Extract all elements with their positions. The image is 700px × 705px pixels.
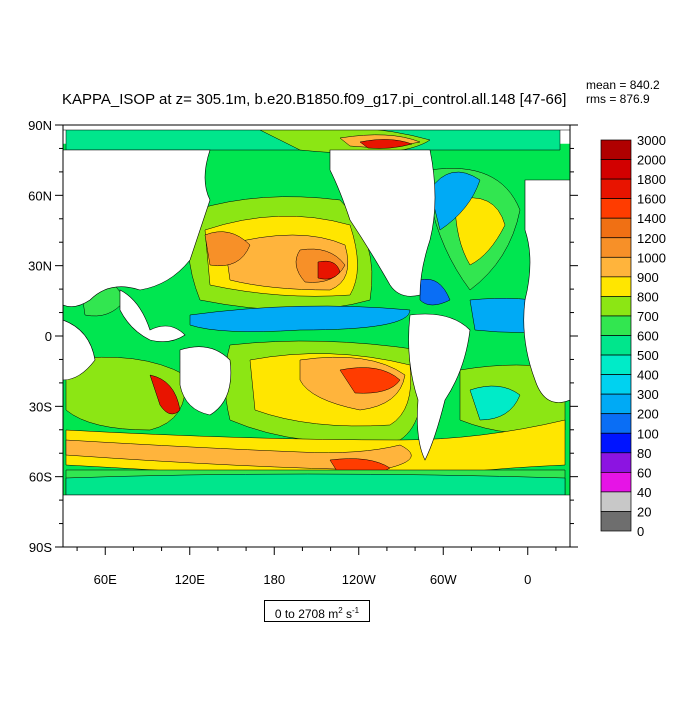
- colorbar-swatch: [600, 296, 632, 317]
- colorbar-label: 1800: [637, 172, 666, 187]
- ocean-region-24: [65, 439, 412, 471]
- land-europe-africa: [523, 179, 570, 403]
- colorbar-label: 600: [637, 329, 659, 344]
- ocean-region-20: [149, 374, 181, 415]
- colorbar-label: 80: [637, 446, 651, 461]
- colorbar-label: 1200: [637, 231, 666, 246]
- land-africa: [63, 319, 96, 381]
- ocean-region-12: [429, 171, 481, 231]
- lat-tick-label: 90S: [29, 540, 52, 555]
- colorbar-label: 60: [637, 465, 651, 480]
- land-north-america: [329, 149, 436, 297]
- land-arctic-top: [63, 125, 570, 131]
- colorbar-label: 1600: [637, 192, 666, 207]
- colorbar-label: 40: [637, 485, 651, 500]
- colorbar-swatch: [600, 276, 632, 297]
- land-asia: [63, 149, 211, 307]
- colorbar-swatch: [600, 374, 632, 395]
- colorbar-swatch: [600, 178, 632, 200]
- ocean-region-8: [317, 260, 341, 280]
- mean-stat: mean = 840.2: [586, 78, 660, 92]
- land-india-seasia: [119, 289, 186, 342]
- map-field: [63, 125, 570, 547]
- lon-tick-label: 120E: [175, 572, 206, 587]
- colorbar-label: 1000: [637, 250, 666, 265]
- colorbar-label: 2000: [637, 153, 666, 168]
- ocean-region-19: [65, 356, 186, 431]
- colorbar-swatch: [600, 139, 632, 160]
- lon-tick-label: 60E: [94, 572, 117, 587]
- colorbar-swatch: [600, 335, 632, 356]
- lat-tick-label: 60N: [28, 188, 52, 203]
- range-label: 0 to 2708 m2 s-1: [264, 600, 370, 622]
- colorbar-swatch: [600, 393, 632, 415]
- lon-tick-label: 120W: [342, 572, 377, 587]
- land-antarctica: [63, 494, 570, 547]
- colorbar-swatch: [600, 198, 632, 219]
- lat-tick-label: 30S: [29, 399, 52, 414]
- ocean-region-22: [469, 385, 521, 421]
- colorbar-swatch: [600, 315, 632, 336]
- ocean-region-18: [339, 367, 401, 394]
- colorbar-swatch: [600, 159, 632, 180]
- colorbar-label: 800: [637, 289, 659, 304]
- colorbar-label: 700: [637, 309, 659, 324]
- lon-tick-label: 180: [263, 572, 285, 587]
- lat-tick-label: 60S: [29, 470, 52, 485]
- colorbar: 3000200018001600140012001000900800700600…: [600, 133, 666, 539]
- rms-stat: rms = 876.9: [586, 92, 650, 106]
- colorbar-label: 500: [637, 348, 659, 363]
- ocean-region-29: [419, 278, 451, 306]
- colorbar-label: 100: [637, 426, 659, 441]
- colorbar-swatch: [600, 472, 632, 493]
- lat-tick-label: 90N: [28, 118, 52, 133]
- colorbar-swatch: [600, 511, 632, 532]
- colorbar-swatch: [600, 452, 632, 473]
- colorbar-label: 3000: [637, 133, 666, 148]
- colorbar-swatch: [600, 491, 632, 512]
- ocean-region-27: [65, 473, 566, 496]
- lat-tick-label: 30N: [28, 259, 52, 274]
- colorbar-label: 900: [637, 270, 659, 285]
- lat-tick-label: 0: [45, 329, 52, 344]
- ocean-region-11: [454, 197, 506, 266]
- colorbar-swatch: [600, 217, 632, 239]
- colorbar-label: 0: [637, 524, 644, 539]
- map-axes: 90N 60N 30N 0 30S 60S 90S 60E 120E 180 120W 60W 0: [28, 118, 578, 587]
- colorbar-swatch: [600, 413, 632, 434]
- ocean-region-13: [189, 305, 411, 332]
- lon-tick-label: 60W: [430, 572, 457, 587]
- lon-tick-label: 0: [524, 572, 531, 587]
- colorbar-swatch: [600, 432, 632, 454]
- colorbar-label: 20: [637, 504, 651, 519]
- ocean-region-9: [204, 231, 251, 267]
- plot-title: KAPPA_ISOP at z= 305.1m, b.e20.B1850.f09…: [62, 91, 566, 108]
- colorbar-label: 1400: [637, 211, 666, 226]
- colorbar-swatch: [600, 237, 632, 258]
- ocean-region-3: [359, 139, 413, 149]
- colorbar-label: 300: [637, 387, 659, 402]
- land-australia: [179, 346, 232, 416]
- land-south-america: [408, 313, 471, 461]
- colorbar-swatch: [600, 256, 632, 278]
- colorbar-swatch: [600, 354, 632, 375]
- colorbar-label: 200: [637, 407, 659, 422]
- colorbar-label: 400: [637, 368, 659, 383]
